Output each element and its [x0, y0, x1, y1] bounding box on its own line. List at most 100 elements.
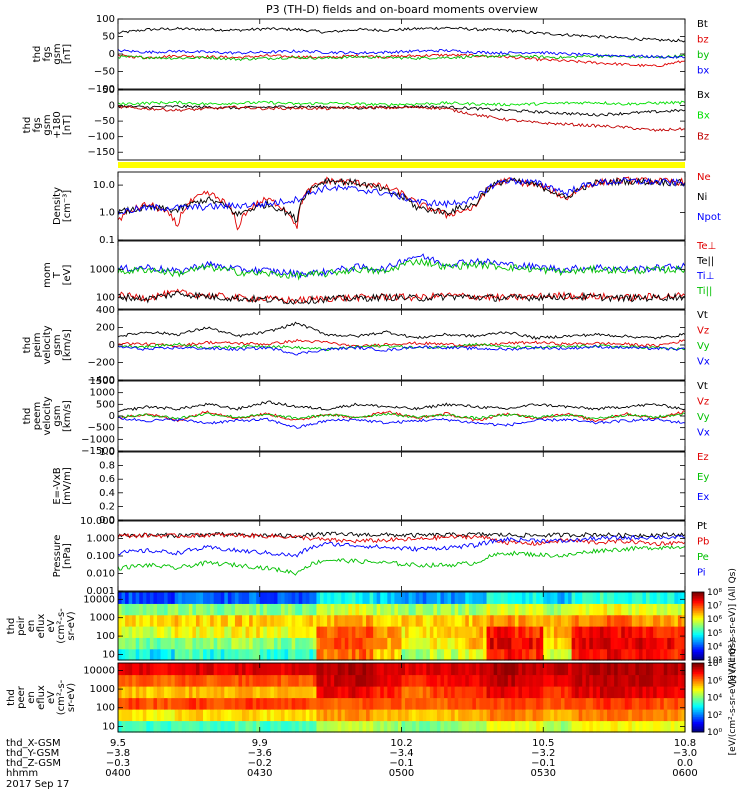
- heatmap-cell: [121, 614, 126, 627]
- heatmap-cell: [635, 614, 640, 627]
- ephemeris-value: 0500: [389, 768, 414, 779]
- heatmap-cell: [366, 648, 371, 661]
- heatmap-cell: [511, 720, 516, 733]
- heatmap-cell: [521, 626, 527, 638]
- heatmap-cell: [585, 709, 590, 722]
- series-line-Ne: [118, 176, 685, 231]
- y-axis-label-line: thd: [22, 117, 33, 134]
- heatmap-cell: [146, 592, 151, 604]
- heatmap-cell: [599, 614, 605, 627]
- heatmap-cell: [444, 663, 449, 676]
- heatmap-cell: [500, 686, 505, 699]
- heatmap-cell: [525, 720, 530, 733]
- heatmap-cell: [621, 686, 626, 699]
- heatmap-cell: [599, 686, 605, 699]
- heatmap-cell: [408, 614, 413, 627]
- heatmap-cell: [582, 720, 587, 733]
- heatmap-cell: [539, 697, 544, 710]
- y-axis-label-line: mom: [42, 262, 53, 288]
- legend-label: Vy: [697, 341, 710, 352]
- heatmap-cell: [185, 614, 190, 627]
- heatmap-cell: [543, 720, 548, 733]
- heatmap-cell: [557, 686, 562, 699]
- colorbar-segment: [692, 669, 704, 673]
- heatmap-cell: [125, 720, 130, 733]
- heatmap-cell: [312, 603, 318, 616]
- heatmap-cell: [178, 674, 183, 687]
- heatmap-cell: [199, 637, 204, 650]
- heatmap-cell: [529, 603, 534, 616]
- heatmap-cell: [663, 626, 668, 638]
- heatmap-cell: [592, 686, 597, 699]
- heatmap-cell: [660, 697, 665, 710]
- heatmap-cell: [121, 648, 126, 661]
- heatmap-cell: [319, 720, 325, 733]
- heatmap-cell: [536, 674, 541, 687]
- heatmap-cell: [539, 674, 544, 687]
- heatmap-cell: [125, 626, 130, 638]
- heatmap-cell: [429, 709, 434, 722]
- heatmap-cell: [210, 592, 215, 604]
- heatmap-cell: [628, 648, 633, 661]
- heatmap-cell: [674, 614, 679, 627]
- heatmap-cell: [185, 686, 190, 699]
- heatmap-cell: [412, 720, 417, 733]
- colorbar-segment: [692, 680, 704, 683]
- heatmap-cell: [295, 614, 300, 627]
- heatmap-cell: [242, 648, 247, 661]
- heatmap-cell: [536, 637, 541, 650]
- heatmap-cell: [550, 637, 555, 650]
- heatmap-cell: [521, 674, 527, 687]
- heatmap-cell: [192, 686, 197, 699]
- heatmap-cell: [316, 648, 321, 661]
- colorbar-segment: [692, 675, 704, 678]
- heatmap-cell: [670, 720, 675, 733]
- heatmap-cell: [674, 709, 679, 722]
- colorbar-segment: [692, 615, 704, 618]
- heatmap-cell: [610, 663, 615, 676]
- heatmap-cell: [160, 648, 165, 661]
- y-axis-label-line: peem: [32, 402, 43, 430]
- heatmap-cell: [599, 674, 605, 687]
- heatmap-cell: [656, 637, 661, 650]
- heatmap-cell: [323, 709, 328, 722]
- heatmap-cell: [316, 603, 321, 616]
- heatmap-cell: [521, 603, 527, 616]
- heatmap-cell: [132, 603, 137, 616]
- heatmap-cell: [649, 637, 654, 650]
- heatmap-cell: [578, 626, 583, 638]
- heatmap-cell: [380, 592, 385, 604]
- heatmap-cell: [174, 648, 179, 661]
- heatmap-cell: [497, 709, 502, 722]
- heatmap-cell: [217, 663, 222, 676]
- heatmap-cell: [142, 592, 147, 604]
- heatmap-cell: [270, 720, 275, 733]
- heatmap-cell: [394, 626, 399, 638]
- heatmap-cell: [514, 648, 520, 661]
- heatmap-cell: [603, 614, 608, 627]
- heatmap-cell: [472, 626, 477, 638]
- heatmap-cell: [550, 674, 555, 687]
- heatmap-cell: [185, 637, 190, 650]
- panel-frame: [117, 89, 686, 161]
- heatmap-cell: [472, 648, 477, 661]
- heatmap-cell: [472, 674, 477, 687]
- heatmap-cell: [224, 674, 229, 687]
- heatmap-cell: [164, 674, 169, 687]
- heatmap-cell: [351, 603, 357, 616]
- heatmap-cell: [348, 697, 353, 710]
- heatmap-cell: [220, 637, 225, 650]
- heatmap-cell: [380, 626, 385, 638]
- heatmap-cell: [479, 648, 484, 661]
- heatmap-cell: [475, 697, 481, 710]
- colorbar-segment: [692, 713, 704, 716]
- heatmap-cell: [266, 592, 271, 604]
- heatmap-cell: [139, 709, 144, 722]
- heatmap-cell: [607, 674, 612, 687]
- heatmap-cell: [167, 637, 172, 650]
- heatmap-cell: [121, 637, 126, 650]
- heatmap-cell: [483, 686, 488, 699]
- heatmap-cell: [465, 686, 470, 699]
- heatmap-cell: [284, 720, 289, 733]
- heatmap-cell: [284, 648, 289, 661]
